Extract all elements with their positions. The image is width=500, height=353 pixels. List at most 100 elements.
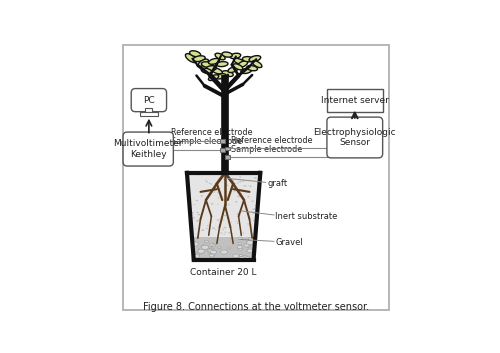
Ellipse shape — [212, 68, 222, 74]
Ellipse shape — [234, 191, 235, 192]
Ellipse shape — [238, 257, 245, 260]
Ellipse shape — [232, 180, 234, 181]
Text: Sample electrode: Sample electrode — [170, 137, 242, 146]
Ellipse shape — [247, 66, 258, 71]
FancyBboxPatch shape — [327, 117, 382, 158]
Ellipse shape — [198, 59, 208, 66]
Text: Figure 8. Connections at the voltmeter sensor.: Figure 8. Connections at the voltmeter s… — [143, 303, 370, 312]
FancyBboxPatch shape — [327, 89, 382, 112]
Ellipse shape — [238, 196, 240, 197]
Ellipse shape — [202, 245, 206, 247]
Bar — [220, 139, 225, 143]
Text: graft: graft — [267, 179, 287, 188]
Ellipse shape — [210, 254, 214, 257]
Ellipse shape — [220, 233, 222, 234]
Ellipse shape — [252, 208, 256, 210]
Ellipse shape — [218, 247, 221, 249]
Text: Multivoltimeter
Keithley: Multivoltimeter Keithley — [114, 139, 183, 159]
Ellipse shape — [235, 201, 238, 203]
Ellipse shape — [238, 215, 240, 216]
Ellipse shape — [222, 52, 232, 57]
Ellipse shape — [238, 237, 242, 240]
Text: Electrophysiologic
Sensor: Electrophysiologic Sensor — [314, 128, 396, 147]
Ellipse shape — [210, 183, 212, 184]
Ellipse shape — [200, 195, 203, 197]
Ellipse shape — [238, 243, 242, 245]
Ellipse shape — [214, 229, 216, 230]
Ellipse shape — [205, 179, 206, 180]
Ellipse shape — [206, 66, 216, 71]
Ellipse shape — [197, 174, 200, 175]
Ellipse shape — [196, 200, 198, 201]
Ellipse shape — [247, 223, 250, 225]
Text: Reference electrode: Reference electrode — [231, 136, 312, 145]
Ellipse shape — [202, 229, 204, 231]
Ellipse shape — [196, 220, 200, 221]
Ellipse shape — [202, 245, 205, 247]
Ellipse shape — [236, 183, 238, 184]
Ellipse shape — [190, 198, 192, 199]
Ellipse shape — [214, 190, 216, 191]
Ellipse shape — [216, 219, 220, 221]
Ellipse shape — [197, 250, 203, 254]
Ellipse shape — [186, 54, 196, 62]
Ellipse shape — [250, 186, 251, 187]
Text: Internet server: Internet server — [321, 96, 388, 104]
Polygon shape — [194, 237, 254, 260]
Ellipse shape — [194, 204, 195, 205]
Ellipse shape — [236, 221, 238, 222]
Text: Gravel: Gravel — [276, 238, 303, 247]
Bar — [225, 155, 230, 159]
Ellipse shape — [208, 75, 218, 80]
Ellipse shape — [242, 180, 244, 182]
Ellipse shape — [240, 194, 242, 195]
Bar — [225, 147, 230, 150]
Ellipse shape — [202, 245, 208, 250]
Ellipse shape — [207, 225, 209, 226]
Ellipse shape — [193, 56, 205, 61]
Ellipse shape — [239, 176, 242, 178]
Ellipse shape — [193, 217, 196, 219]
Ellipse shape — [232, 186, 235, 187]
Ellipse shape — [196, 212, 198, 213]
Ellipse shape — [216, 74, 226, 79]
Ellipse shape — [252, 220, 254, 221]
Ellipse shape — [191, 212, 194, 214]
Ellipse shape — [198, 214, 200, 215]
Ellipse shape — [238, 248, 242, 250]
Ellipse shape — [244, 185, 246, 187]
Ellipse shape — [210, 253, 215, 256]
Ellipse shape — [244, 244, 249, 247]
Ellipse shape — [237, 223, 238, 224]
Ellipse shape — [228, 67, 238, 72]
Ellipse shape — [242, 256, 248, 259]
Ellipse shape — [212, 227, 215, 229]
Ellipse shape — [254, 205, 256, 206]
Ellipse shape — [228, 232, 230, 234]
Ellipse shape — [198, 249, 204, 253]
Ellipse shape — [229, 217, 230, 218]
Ellipse shape — [207, 249, 214, 252]
Ellipse shape — [237, 245, 242, 249]
Ellipse shape — [238, 61, 248, 67]
Bar — [140, 113, 158, 116]
Ellipse shape — [208, 248, 214, 251]
Ellipse shape — [249, 225, 252, 226]
Ellipse shape — [206, 181, 208, 183]
Ellipse shape — [228, 204, 230, 205]
Ellipse shape — [222, 71, 234, 77]
Ellipse shape — [224, 179, 226, 180]
Ellipse shape — [194, 255, 200, 258]
Ellipse shape — [248, 237, 255, 241]
Ellipse shape — [242, 56, 254, 62]
Bar — [220, 148, 225, 152]
Ellipse shape — [240, 213, 241, 214]
Ellipse shape — [195, 228, 196, 229]
Ellipse shape — [247, 196, 250, 197]
Ellipse shape — [239, 181, 242, 183]
Ellipse shape — [208, 183, 210, 184]
Ellipse shape — [251, 211, 252, 212]
Ellipse shape — [248, 185, 249, 186]
Ellipse shape — [210, 243, 215, 246]
Ellipse shape — [254, 177, 257, 179]
